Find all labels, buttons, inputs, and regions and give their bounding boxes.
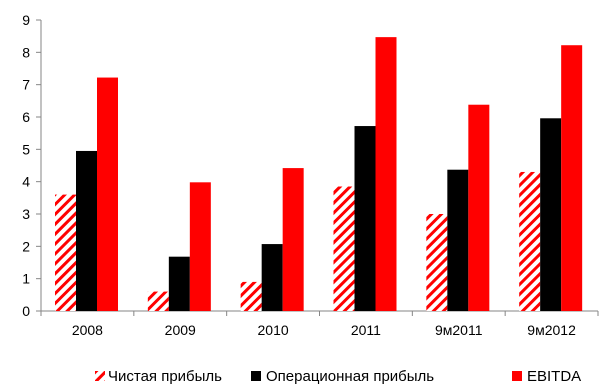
legend-swatch [512,371,522,381]
bar-чистая-прибыль-9м2011 [426,214,448,311]
bar-ebitda-2008 [97,77,118,311]
legend-swatch [251,371,261,381]
legend-swatch [95,371,105,381]
bar-чистая-прибыль-2011 [333,186,355,311]
legend-label: Чистая прибыль [108,368,222,385]
x-tick-label: 2011 [351,322,381,338]
bar-чистая-прибыль-2009 [147,291,169,311]
bar-ebitda-2009 [189,182,211,311]
y-tick-label: 3 [22,206,30,222]
bar-операционная-прибыль-9м2011 [447,169,469,311]
y-tick-label: 8 [22,44,30,60]
legend-label: Операционная прибыль [266,368,434,385]
y-tick-label: 9 [22,12,30,28]
plot-area: 0 1 2 3 4 5 6 7 8 9 2008 2009 2010 2011 9м2011 9м2012 [22,12,599,338]
x-tick-label: 2008 [72,322,103,338]
bar-операционная-прибыль-2011 [354,126,376,311]
x-tick-label: 2009 [165,322,196,338]
bar-ebitda-9м2011 [468,104,490,311]
bar-чистая-прибыль-9м2012 [519,171,541,311]
bar-операционная-прибыль-2009 [168,256,190,311]
legend-label: EBITDA [527,368,581,385]
bar-операционная-прибыль-2010 [261,244,283,311]
y-tick-label: 1 [22,271,30,287]
y-tick-label: 7 [22,77,30,93]
bar-операционная-прибыль-9м2012 [540,118,562,311]
bar-чистая-прибыль-2010 [240,281,262,311]
bar-ebitda-9м2012 [561,45,583,311]
y-tick-label: 6 [22,109,30,125]
x-tick-label: 9м2011 [435,322,483,338]
bar-ebitda-2011 [375,37,397,312]
y-tick-label: 2 [22,238,30,254]
y-tick-label: 0 [22,303,30,319]
y-tick-label: 4 [22,174,30,190]
y-tick-label: 5 [22,141,30,157]
x-tick-label: 9м2012 [527,322,576,338]
x-tick-label: 2010 [258,322,289,338]
bar-операционная-прибыль-2008 [76,150,97,311]
bar-ebitda-2010 [282,168,304,311]
bar-чистая-прибыль-2008 [55,194,76,311]
legend: Чистая прибыль Операционная прибыль EBITDA [95,368,581,385]
